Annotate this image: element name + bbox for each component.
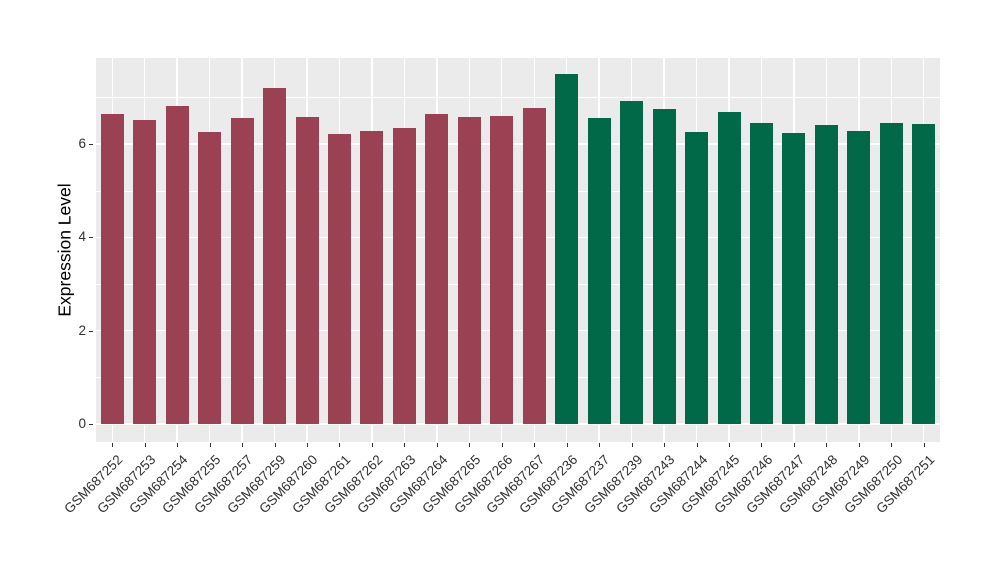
y-tick-label: 0 (78, 416, 86, 431)
x-tick-mark (501, 443, 503, 447)
gridline-minor-y (96, 97, 940, 99)
x-tick-mark (566, 443, 568, 447)
x-tick-mark (631, 443, 633, 447)
bar-GSM687255 (198, 131, 222, 424)
y-axis-title: Expression Level (54, 183, 75, 317)
gridline-major-y (96, 423, 940, 425)
y-tick-label: 4 (78, 229, 86, 245)
x-tick-mark (793, 443, 795, 447)
bar-GSM687248 (814, 124, 838, 424)
bar-GSM687261 (327, 133, 351, 424)
bar-GSM687251 (912, 123, 936, 424)
x-tick-mark (144, 443, 146, 447)
bar-GSM687239 (620, 101, 644, 424)
x-tick-mark (696, 443, 698, 447)
bar-GSM687265 (457, 116, 481, 424)
x-tick-mark (339, 443, 341, 447)
bar-GSM687252 (100, 113, 124, 424)
bar-GSM687259 (263, 87, 287, 424)
bar-GSM687246 (749, 122, 773, 424)
bar-GSM687236 (555, 73, 579, 424)
gridline-major-y (96, 143, 940, 145)
x-tick-mark (404, 443, 406, 447)
gridline-minor-y (96, 377, 940, 379)
y-tick-mark (89, 237, 93, 239)
x-tick-mark (242, 443, 244, 447)
bar-GSM687244 (685, 131, 709, 424)
x-tick-mark (599, 443, 601, 447)
bar-GSM687243 (652, 109, 676, 424)
y-tick-mark (89, 330, 93, 332)
x-tick-mark (664, 443, 666, 447)
bar-GSM687264 (425, 113, 449, 424)
x-tick-mark (469, 443, 471, 447)
bar-GSM687237 (587, 117, 611, 424)
y-tick-label: 2 (78, 322, 86, 338)
x-tick-mark (177, 443, 179, 447)
x-tick-mark (826, 443, 828, 447)
x-tick-mark (761, 443, 763, 447)
x-tick-mark (858, 443, 860, 447)
x-tick-mark (307, 443, 308, 447)
x-tick-mark (436, 443, 438, 447)
y-tick-mark (89, 143, 93, 145)
bar-GSM687253 (133, 119, 157, 424)
x-tick-mark (209, 443, 211, 447)
bar-GSM687245 (717, 112, 741, 424)
x-tick-mark (371, 443, 373, 447)
gridline-minor-y (96, 190, 940, 192)
x-tick-mark (534, 443, 536, 447)
x-tick-mark (274, 443, 276, 447)
gridline-major-y (96, 329, 940, 332)
bar-GSM687249 (847, 130, 871, 424)
x-tick-mark (729, 443, 730, 447)
gridline-major-y (96, 236, 940, 238)
x-tick-mark (923, 443, 925, 447)
bar-GSM687266 (490, 116, 514, 424)
y-tick-label: 6 (78, 135, 86, 151)
x-tick-mark (891, 443, 893, 447)
bar-GSM687257 (230, 118, 254, 424)
plot-panel (96, 58, 940, 442)
bar-GSM687267 (522, 107, 546, 424)
bar-GSM687260 (295, 116, 319, 424)
bar-GSM687262 (360, 130, 384, 424)
gridline-minor-y (96, 283, 940, 285)
bar-GSM687263 (392, 128, 416, 424)
y-tick-mark (89, 424, 93, 425)
x-tick-mark (112, 443, 114, 447)
bar-GSM687247 (782, 132, 806, 424)
bar-GSM687254 (165, 105, 189, 424)
bar-GSM687250 (879, 122, 903, 424)
